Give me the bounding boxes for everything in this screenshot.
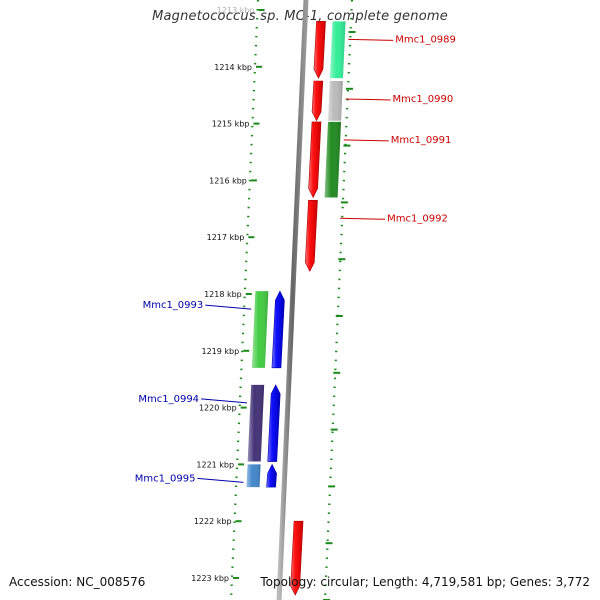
genome-backbone [276, 0, 309, 600]
tick-label: 1216 kbp [209, 176, 247, 185]
tick-label: 1221 kbp [196, 460, 234, 469]
label-leader-line [201, 398, 248, 404]
tick-label: 1217 kbp [207, 233, 245, 242]
gene-arrow-reverse[interactable] [266, 463, 277, 488]
cog-bar-shine [324, 121, 342, 198]
cog-bar-shine [329, 21, 346, 79]
accession-text: Accession: NC_008576 [9, 575, 146, 589]
tick-label: 1222 kbp [194, 517, 232, 526]
scale-dotted-line-left [229, 0, 260, 600]
gene-label[interactable]: Mmc1_0995 [135, 473, 196, 484]
tick-label: 1218 kbp [204, 290, 242, 299]
cog-bar-shine [328, 81, 343, 121]
gene-label[interactable]: Mmc1_0992 [387, 213, 448, 224]
scale-ticks: 1213 kbp 1214 kbp 1215 kbp 1216 kbp 1217 kbp… [191, 6, 356, 600]
label-leader-line [343, 139, 389, 142]
gene-layer [266, 21, 326, 596]
gene-labels: Mmc1_0989 Mmc1_0990 Mmc1_0991 Mmc1_0992 Mmc1… [135, 34, 456, 484]
gene-arrow-reverse[interactable] [267, 384, 281, 462]
gene-arrow-forward[interactable] [311, 80, 324, 122]
backbone-line [276, 0, 309, 600]
cog-layer [246, 21, 346, 488]
tick-label: 1219 kbp [202, 347, 240, 356]
tick-label: 1213 kbp [217, 6, 255, 15]
label-leader-line [345, 98, 391, 101]
label-leader-line [348, 38, 394, 41]
cog-bar-shine [251, 291, 269, 368]
topology-text: Topology: circular; Length: 4,719,581 bp… [260, 575, 590, 589]
gene-label[interactable]: Mmc1_0989 [395, 34, 456, 45]
gene-label[interactable]: Mmc1_0994 [138, 394, 199, 405]
gene-arrow-reverse[interactable] [271, 290, 285, 369]
gene-label[interactable]: Mmc1_0990 [393, 94, 454, 105]
gene-label[interactable]: Mmc1_0993 [143, 300, 204, 311]
cog-bar-shine [246, 464, 261, 488]
tick-label: 1215 kbp [212, 120, 250, 129]
label-leader-line [197, 477, 244, 483]
gene-arrow-forward[interactable] [308, 121, 322, 199]
tick-label: 1223 kbp [191, 574, 229, 583]
tick-label: 1220 kbp [199, 404, 237, 413]
tick-label: 1214 kbp [214, 63, 252, 72]
gene-arrow-forward[interactable] [304, 199, 318, 272]
scale-dots [229, 0, 354, 600]
cog-bar-shine [247, 384, 265, 462]
gene-arrow-forward[interactable] [290, 520, 304, 596]
gene-label[interactable]: Mmc1_0991 [391, 135, 452, 146]
label-leader-line [205, 304, 252, 310]
gene-arrow-forward[interactable] [313, 21, 326, 79]
label-leader-line [340, 217, 386, 220]
map-title: Magnetococcus sp. MC-1, complete genome [152, 9, 448, 24]
scale-dotted-line-right [323, 0, 354, 600]
